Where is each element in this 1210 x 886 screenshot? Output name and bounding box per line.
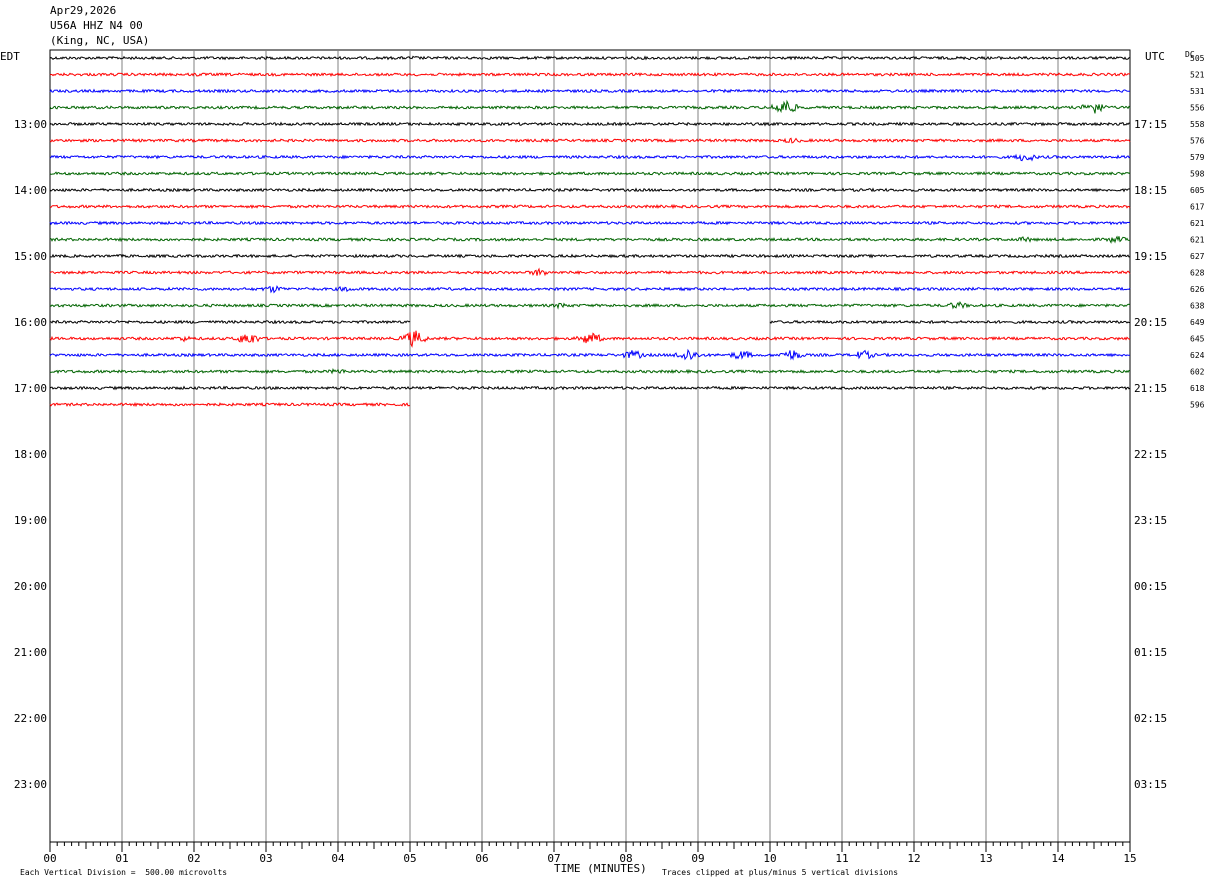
dc-offset-label: 605: [1190, 186, 1205, 195]
x-tick-label: 15: [1123, 852, 1136, 865]
dc-offset-label: 505: [1190, 54, 1205, 63]
x-tick-label: 02: [187, 852, 200, 865]
dc-offset-label: 618: [1190, 384, 1205, 393]
dc-offset-label: 624: [1190, 351, 1205, 360]
left-hour-label: 18:00: [14, 448, 47, 461]
dc-label: DC: [1185, 50, 1195, 59]
x-tick-label: 10: [763, 852, 776, 865]
dc-offset-label: 598: [1190, 170, 1205, 179]
x-tick-label: 12: [907, 852, 920, 865]
dc-offset-label: 649: [1190, 318, 1205, 327]
x-tick-label: 04: [331, 852, 345, 865]
seismic-trace: [49, 170, 1131, 177]
right-hour-label: 21:15: [1134, 382, 1167, 395]
dc-offset-label: 576: [1190, 137, 1205, 146]
dc-offset-label: 558: [1190, 120, 1205, 129]
seismic-trace: [49, 319, 411, 325]
seismic-trace: [49, 137, 1131, 144]
left-hour-label: 20:00: [14, 580, 47, 593]
right-hour-label: 02:15: [1134, 712, 1167, 725]
x-tick-label: 11: [835, 852, 848, 865]
right-hour-label: 23:15: [1134, 514, 1167, 527]
dc-offset-label: 579: [1190, 153, 1205, 162]
seismic-trace: [49, 55, 1131, 61]
x-tick-label: 13: [979, 852, 992, 865]
x-tick-label: 00: [43, 852, 56, 865]
seismic-trace: [49, 71, 1131, 77]
dc-offset-label: 531: [1190, 87, 1205, 96]
seismic-trace: [49, 235, 1131, 244]
x-tick-label: 01: [115, 852, 128, 865]
dc-offset-label: 628: [1190, 269, 1205, 278]
left-hour-label: 15:00: [14, 250, 47, 263]
dc-offset-label: 626: [1190, 285, 1205, 294]
x-tick-label: 08: [619, 852, 632, 865]
seismic-trace: [49, 153, 1131, 162]
right-hour-label: 00:15: [1134, 580, 1167, 593]
seismic-trace: [49, 220, 1131, 226]
header-station: U56A HHZ N4 00: [50, 19, 143, 32]
seismic-trace: [49, 88, 1131, 94]
left-hour-label: 21:00: [14, 646, 47, 659]
left-hour-label: 14:00: [14, 184, 47, 197]
seismic-trace: [49, 348, 1131, 361]
seismic-trace: [49, 330, 1131, 348]
right-timezone-label: UTC: [1145, 50, 1165, 63]
x-tick-label: 09: [691, 852, 704, 865]
right-hour-label: 17:15: [1134, 118, 1167, 131]
x-tick-label: 03: [259, 852, 272, 865]
seismic-trace: [49, 203, 1131, 210]
dc-offset-label: 627: [1190, 252, 1205, 261]
dc-offset-label: 638: [1190, 302, 1205, 311]
dc-offset-label: 645: [1190, 335, 1205, 344]
clip-note: Traces clipped at plus/minus 5 vertical …: [662, 868, 899, 877]
dc-offset-label: 521: [1190, 71, 1205, 80]
x-tick-label: 14: [1051, 852, 1065, 865]
left-hour-label: 17:00: [14, 382, 47, 395]
left-hour-label: 13:00: [14, 118, 47, 131]
right-hour-label: 03:15: [1134, 778, 1167, 791]
scale-note: Each Vertical Division = 500.00 microvol…: [20, 868, 228, 877]
seismic-trace: [49, 368, 1131, 375]
plot-frame: [49, 49, 1131, 843]
left-hour-label: 23:00: [14, 778, 47, 791]
dc-offset-label: 617: [1190, 203, 1205, 212]
header-date: Apr29,2026: [50, 4, 117, 17]
dc-offset-label: 621: [1190, 236, 1205, 245]
dc-offset-label: 596: [1190, 401, 1205, 410]
dc-offset-label: 556: [1190, 104, 1205, 113]
seismic-trace: [49, 187, 1131, 193]
left-hour-label: 19:00: [14, 514, 47, 527]
dc-offset-label: 621: [1190, 219, 1205, 228]
seismic-trace: [49, 401, 411, 408]
seismic-trace: [49, 121, 1131, 127]
header-location: (King, NC, USA): [50, 34, 150, 47]
right-hour-label: 18:15: [1134, 184, 1167, 197]
seismic-trace: [49, 300, 1131, 310]
x-axis-label: TIME (MINUTES): [554, 862, 647, 875]
left-timezone-label: EDT: [0, 50, 20, 63]
x-tick-label: 05: [403, 852, 416, 865]
x-tick-label: 07: [547, 852, 560, 865]
seismic-trace: [769, 319, 1131, 325]
left-hour-label: 16:00: [14, 316, 47, 329]
left-hour-label: 22:00: [14, 712, 47, 725]
right-hour-label: 22:15: [1134, 448, 1167, 461]
seismic-trace: [49, 267, 1131, 277]
right-hour-label: 01:15: [1134, 646, 1167, 659]
seismic-trace: [50, 253, 1131, 259]
seismic-trace: [49, 385, 1131, 391]
x-tick-label: 06: [475, 852, 488, 865]
dc-offset-label: 602: [1190, 368, 1205, 377]
right-hour-label: 20:15: [1134, 316, 1167, 329]
seismic-trace: [49, 285, 1131, 294]
right-hour-label: 19:15: [1134, 250, 1167, 263]
seismic-trace: [49, 99, 1131, 114]
